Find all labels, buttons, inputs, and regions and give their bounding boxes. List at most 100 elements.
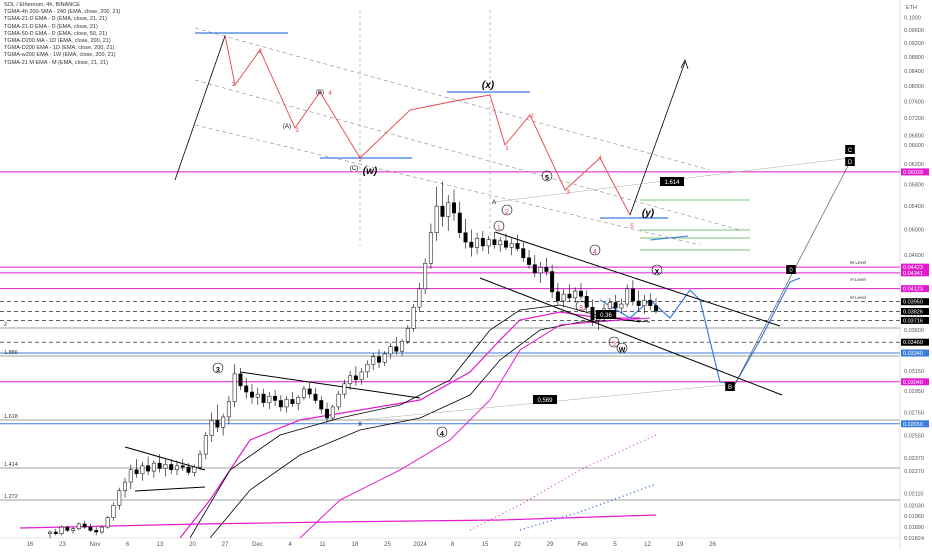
triangle-top — [239, 371, 421, 399]
candle-body — [342, 383, 347, 395]
candle-body — [238, 373, 243, 387]
y-tick-label: 0.05800 — [904, 182, 924, 188]
candle-body — [157, 462, 162, 469]
candle-body — [284, 399, 289, 408]
legend-line[interactable]: TGMA-21-D EMA - D (EMA, close, 21) — [4, 23, 98, 30]
label-circle — [589, 244, 601, 256]
x-tick-label: 22 — [514, 542, 521, 548]
wedge-bottom — [479, 277, 783, 396]
wave-label: (A) — [283, 124, 291, 130]
candle-body — [567, 293, 572, 299]
price-level-badge — [901, 316, 929, 324]
y-tick-label: 0.06600 — [904, 143, 924, 149]
annotations: 2 1.886 1.618 1.414 1.272 1.614 0.36 0.569 CD 0 B (… — [4, 49, 866, 500]
label-circle — [436, 426, 448, 438]
candle-body — [169, 464, 174, 471]
wave-label: 2 — [530, 114, 534, 120]
fib-label: 2 — [4, 322, 7, 328]
candle-body — [532, 264, 537, 274]
legend-line[interactable]: TGMA-21-D EMA - D (EMA, close, 21, 21) — [4, 16, 107, 23]
legend-line[interactable]: TGMA-D200 MA - 1D (EMA, close, 200, 21) — [4, 38, 111, 45]
time-axis[interactable]: 16 23 Nov 6 13 20 27 Dec 4 11 18 25 2024 8 15 22 29 Feb 5 1… — [0, 537, 900, 548]
wave-label: 1 — [231, 82, 235, 88]
boxed-label: C — [848, 148, 853, 154]
legend-line[interactable]: TGMA-50-D EMA - D (EMA, close, 50, 21) — [4, 30, 107, 37]
wave-label: (B) — [316, 90, 324, 96]
candle-body — [411, 306, 416, 329]
price-level-label: 0.02650 — [903, 422, 923, 428]
wave-label: (x) — [482, 80, 495, 91]
candle-body — [434, 205, 439, 233]
boxed-label: D — [848, 160, 853, 166]
legend-title[interactable]: SOL / Ethereum, 4h, BINANCE — [4, 2, 80, 8]
x-tick-label: Feb — [577, 542, 588, 548]
y-tick-label: 0.08400 — [904, 69, 924, 75]
boxed-label: 0.569 — [537, 398, 553, 404]
price-level-badge — [901, 338, 929, 346]
candle-body — [417, 288, 422, 308]
candle-body — [59, 526, 64, 534]
y-tick-label: 0.01890 — [904, 525, 924, 531]
label-circle — [541, 170, 553, 182]
wave-label: (C) — [350, 166, 358, 172]
candle-body — [584, 296, 589, 308]
candle-body — [151, 462, 156, 472]
candle-body — [527, 257, 532, 265]
candle-body — [515, 243, 520, 249]
boxed-label-bg — [845, 157, 855, 166]
legend-line[interactable]: TGMA-4h 200-SMA - 240 (EMA, close, 200, … — [4, 9, 121, 16]
price-level-label: 0.06039 — [903, 170, 923, 176]
ma-monthly — [19, 514, 657, 529]
legend-line[interactable]: TGMA-D200 EMA - 1D (EMA, close, 200, 21) — [4, 45, 115, 52]
candle-body — [452, 202, 456, 214]
boxed-label: 0 — [789, 268, 793, 274]
candle-body — [296, 397, 301, 404]
currency-label: ETH — [906, 5, 917, 11]
legend-line[interactable]: TGMA-21 M EMA - M (EMA, close, 21, 21) — [4, 59, 108, 66]
x-tick-label: 12 — [644, 542, 651, 548]
price-level-label: 0.04423 — [903, 265, 923, 271]
candle-body — [590, 306, 595, 321]
candle-body — [232, 373, 237, 402]
price-level-label: 0.03340 — [903, 351, 923, 357]
ma-dotted-2 — [519, 483, 657, 531]
legend-line[interactable]: TGMA-w200 EMA - 1W (EMA, close, 200, 21) — [4, 52, 116, 59]
label-circle — [501, 204, 513, 216]
candle-body — [221, 416, 226, 428]
price-level-badge — [901, 420, 929, 428]
candles[interactable] — [48, 181, 658, 539]
y-tick-label: 0.09200 — [904, 41, 924, 47]
candle-body — [348, 375, 353, 385]
candle-body — [267, 395, 272, 403]
ma-black-2 — [209, 319, 651, 539]
y-tick-label: 0.09600 — [904, 28, 924, 34]
candle-body — [359, 371, 364, 381]
candle-body — [244, 385, 249, 393]
candle-body — [371, 356, 376, 365]
candle-body — [498, 240, 503, 245]
price-level-label: 0.04341 — [903, 271, 923, 277]
flag-top — [124, 446, 206, 471]
candle-body — [71, 528, 76, 531]
candle-body — [492, 239, 497, 245]
price-level-badge — [901, 349, 929, 357]
candle-body — [573, 290, 578, 299]
candle-body — [146, 465, 151, 472]
arrow-up-right — [629, 61, 686, 216]
candle-body — [336, 393, 341, 408]
wave-label: (w) — [363, 166, 378, 177]
wave-label: 1 — [505, 146, 509, 152]
wave-label: 1 — [497, 225, 501, 232]
candle-body — [290, 399, 295, 404]
y-tick-label: 0.06200 — [904, 162, 924, 168]
price-axis[interactable]: ETH 0.1000 0.09600 0.09200 0.08800 0.08400 0.0… — [899, 0, 932, 550]
price-level-badge — [901, 378, 929, 386]
price-level-badge — [901, 263, 929, 271]
price-level-label: 0.03950 — [903, 300, 923, 306]
candle-body — [76, 523, 81, 530]
price-level-badge — [901, 285, 929, 293]
candle-body — [123, 481, 128, 491]
wave-wxy-path — [224, 34, 631, 216]
